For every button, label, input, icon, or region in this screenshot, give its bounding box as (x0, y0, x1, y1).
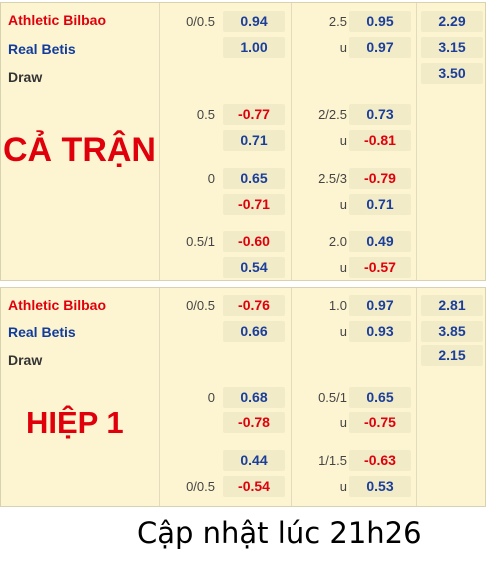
handicap-line: 0 (207, 171, 215, 186)
over-odds[interactable]: 0.65 (349, 387, 411, 408)
handicap-odds-away[interactable]: 1.00 (223, 37, 285, 58)
over-odds[interactable]: -0.63 (349, 450, 411, 471)
over-under-line: 2/2.5 (318, 107, 347, 122)
home-team-name: Athletic Bilbao (8, 12, 107, 28)
handicap-line: 0.5 (196, 107, 215, 122)
handicap-line: 0 (207, 390, 215, 405)
handicap-odds-home[interactable]: -0.76 (223, 295, 285, 316)
over-under-line: 0.5/1 (318, 390, 347, 405)
column-separator (159, 3, 160, 280)
update-time-caption: Cập nhật lúc 21h26 (137, 516, 422, 550)
under-odds[interactable]: -0.75 (349, 412, 411, 433)
handicap-line: 0/0.5 (186, 14, 215, 29)
under-odds[interactable]: 0.71 (349, 194, 411, 215)
column-separator (416, 3, 417, 280)
away-team-name: Real Betis (8, 41, 76, 57)
handicap-odds-away[interactable]: 0.71 (223, 130, 285, 151)
under-label: u (339, 479, 347, 494)
first-half-panel: Athletic Bilbao Real Betis Draw HIỆP 1 0… (0, 287, 486, 507)
handicap-odds-home[interactable]: 0.44 (223, 450, 285, 471)
1x2-away-odds[interactable]: 3.85 (421, 321, 483, 342)
under-label: u (339, 197, 347, 212)
handicap-odds-away[interactable]: -0.71 (223, 194, 285, 215)
1x2-away-odds[interactable]: 3.15 (421, 37, 483, 58)
over-under-line: 1.0 (328, 298, 347, 313)
under-label: u (339, 40, 347, 55)
first-half-banner: HIỆP 1 (26, 405, 124, 440)
1x2-draw-odds[interactable]: 3.50 (421, 63, 483, 84)
full-match-banner: CẢ TRẬN (3, 131, 156, 169)
handicap-line: 0.5/1 (186, 234, 215, 249)
column-separator (159, 288, 160, 506)
column-separator (291, 288, 292, 506)
handicap-odds-away[interactable]: -0.54 (223, 476, 285, 497)
over-odds[interactable]: 0.73 (349, 104, 411, 125)
under-odds[interactable]: 0.97 (349, 37, 411, 58)
under-label: u (339, 324, 347, 339)
handicap-line: 0/0.5 (186, 298, 215, 313)
1x2-draw-odds[interactable]: 2.15 (421, 345, 483, 366)
under-label: u (339, 133, 347, 148)
column-separator (291, 3, 292, 280)
handicap-odds-home[interactable]: -0.60 (223, 231, 285, 252)
over-odds[interactable]: 0.49 (349, 231, 411, 252)
handicap-odds-away[interactable]: 0.66 (223, 321, 285, 342)
under-odds[interactable]: -0.57 (349, 257, 411, 278)
under-odds[interactable]: 0.53 (349, 476, 411, 497)
under-label: u (339, 415, 347, 430)
handicap-odds-home[interactable]: 0.65 (223, 168, 285, 189)
under-odds[interactable]: 0.93 (349, 321, 411, 342)
handicap-odds-home[interactable]: 0.94 (223, 11, 285, 32)
over-odds[interactable]: 0.95 (349, 11, 411, 32)
draw-label: Draw (8, 69, 43, 85)
handicap-odds-away[interactable]: 0.54 (223, 257, 285, 278)
1x2-home-odds[interactable]: 2.29 (421, 11, 483, 32)
handicap-line: 0/0.5 (186, 479, 215, 494)
draw-label: Draw (8, 352, 43, 368)
over-under-line: 1/1.5 (318, 453, 347, 468)
over-under-line: 2.0 (328, 234, 347, 249)
over-odds[interactable]: -0.79 (349, 168, 411, 189)
handicap-odds-home[interactable]: -0.77 (223, 104, 285, 125)
over-odds[interactable]: 0.97 (349, 295, 411, 316)
handicap-odds-home[interactable]: 0.68 (223, 387, 285, 408)
full-match-panel: Athletic Bilbao Real Betis Draw CẢ TRẬN … (0, 2, 486, 281)
over-under-line: 2.5/3 (318, 171, 347, 186)
under-label: u (339, 260, 347, 275)
over-under-line: 2.5 (328, 14, 347, 29)
column-separator (416, 288, 417, 506)
1x2-home-odds[interactable]: 2.81 (421, 295, 483, 316)
under-odds[interactable]: -0.81 (349, 130, 411, 151)
away-team-name: Real Betis (8, 324, 76, 340)
handicap-odds-away[interactable]: -0.78 (223, 412, 285, 433)
home-team-name: Athletic Bilbao (8, 297, 107, 313)
